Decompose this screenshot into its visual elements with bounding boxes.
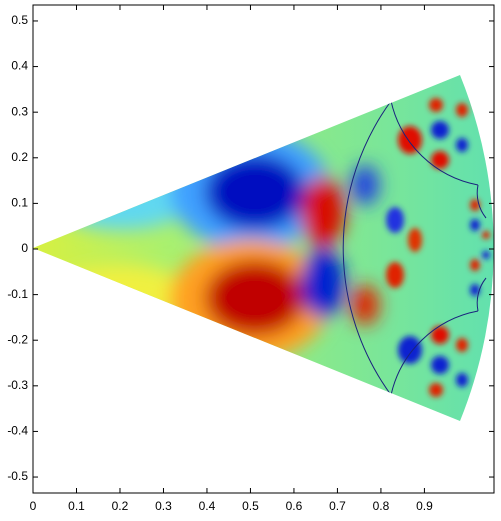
x-tick-label: 0.9 [416, 499, 433, 513]
y-tick-label: -0.4 [7, 424, 28, 438]
x-tick-label: 0.3 [155, 499, 172, 513]
y-tick-label: 0.3 [11, 104, 28, 118]
y-tick-label: 0 [21, 241, 28, 255]
y-tick-label: -0.5 [7, 469, 28, 483]
x-tick-label: 0.8 [373, 499, 390, 513]
x-tick-label: 0 [30, 499, 37, 513]
y-tick-label: -0.1 [7, 287, 28, 301]
x-tick-label: 0.5 [242, 499, 259, 513]
y-tick-label: 0.2 [11, 150, 28, 164]
x-tick-label: 0.1 [68, 499, 85, 513]
y-tick-label: -0.2 [7, 332, 28, 346]
y-tick-label: 0.5 [11, 13, 28, 27]
x-tick-label: 0.4 [199, 499, 216, 513]
x-tick-label: 0.7 [329, 499, 346, 513]
x-tick-label: 0.6 [286, 499, 303, 513]
y-tick-label: 0.4 [11, 59, 28, 73]
field [33, 75, 494, 421]
y-tick-label: -0.3 [7, 378, 28, 392]
y-tick-label: 0.1 [11, 196, 28, 210]
x-tick-label: 0.2 [112, 499, 129, 513]
